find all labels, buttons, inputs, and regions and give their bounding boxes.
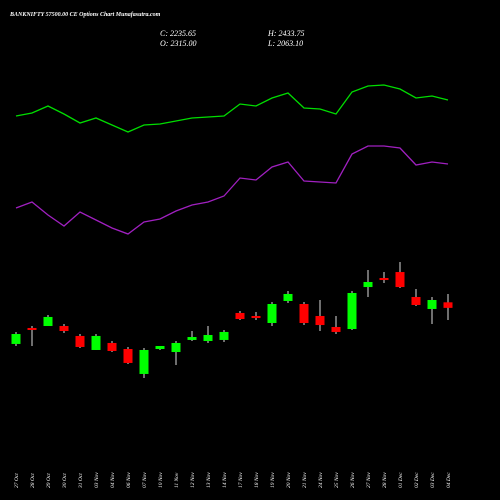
x-tick-label: 24 Nov: [317, 472, 324, 488]
candle-body: [59, 326, 69, 331]
candle-body: [219, 331, 229, 340]
candle-body: [123, 349, 133, 363]
indicator-line: [15, 145, 449, 235]
x-tick-label: 14 Nov: [221, 472, 228, 488]
indicator-line: [15, 84, 449, 133]
open-label: O: 2315.00: [160, 39, 196, 48]
x-tick-label: 06 Nov: [126, 472, 132, 488]
low-label: L: 2063.10: [267, 39, 303, 48]
x-tick-label: 17 Nov: [238, 472, 244, 488]
candle-body: [235, 312, 245, 320]
candle-body: [27, 327, 37, 331]
candle-body: [251, 315, 261, 319]
chart-title: BANKNIFTY 57500.00 CE Options Chart Muna…: [9, 12, 161, 18]
x-tick-label: 27 Nov: [366, 472, 372, 488]
candle-body: [107, 342, 117, 351]
x-tick-label: 29 Oct: [46, 473, 52, 488]
candle-body: [363, 281, 373, 288]
candle-body: [427, 300, 437, 309]
x-tick-label: 20 Nov: [286, 472, 292, 488]
x-tick-label: 18 Nov: [254, 472, 260, 488]
candle-body: [347, 292, 357, 330]
x-tick-label: 28 Oct: [30, 473, 36, 488]
candle-body: [139, 349, 149, 374]
x-tick-label: 30 Oct: [62, 473, 68, 489]
candle-body: [171, 342, 181, 353]
close-label: C: 2235.65: [160, 29, 196, 38]
candle-body: [43, 316, 53, 327]
candle-body: [443, 302, 453, 308]
candle-body: [411, 296, 421, 305]
candle-body: [155, 345, 165, 350]
x-tick-label: 27 Oct: [14, 473, 20, 488]
x-tick-label: 19 Nov: [270, 472, 276, 488]
candle-body: [395, 272, 405, 288]
x-tick-label: 04 Nov: [109, 472, 116, 488]
high-label: H: 2433.75: [267, 29, 304, 38]
x-tick-label: 01 Dec: [398, 472, 404, 488]
x-tick-label: 04 Dec: [445, 472, 452, 488]
candle-body: [187, 337, 197, 340]
x-tick-label: 13 Nov: [206, 472, 212, 488]
candle-body: [91, 335, 101, 350]
candle-body: [75, 335, 85, 347]
candle-body: [203, 334, 213, 342]
candle-body: [11, 334, 21, 344]
x-tick-label: 31 Oct: [78, 473, 84, 489]
x-tick-label: 03 Dec: [430, 472, 436, 488]
x-tick-label: 07 Nov: [142, 472, 148, 488]
x-tick-label: 26 Nov: [350, 472, 356, 488]
candle-body: [267, 304, 277, 323]
candle-body: [379, 277, 389, 281]
x-tick-label: 03 Nov: [94, 472, 100, 488]
x-tick-label: 12 Nov: [190, 472, 196, 488]
x-tick-label: 21 Nov: [302, 472, 308, 488]
x-tick-label: 28 Nov: [382, 472, 388, 488]
candle-body: [283, 293, 293, 301]
candle-body: [315, 315, 325, 326]
candle-body: [299, 304, 309, 323]
candle-body: [331, 326, 341, 332]
x-tick-label: 11 Nov: [174, 472, 180, 488]
x-tick-label: 10 Nov: [158, 472, 164, 488]
x-tick-label: 02 Dec: [414, 472, 420, 488]
x-tick-label: 25 Nov: [334, 472, 340, 488]
